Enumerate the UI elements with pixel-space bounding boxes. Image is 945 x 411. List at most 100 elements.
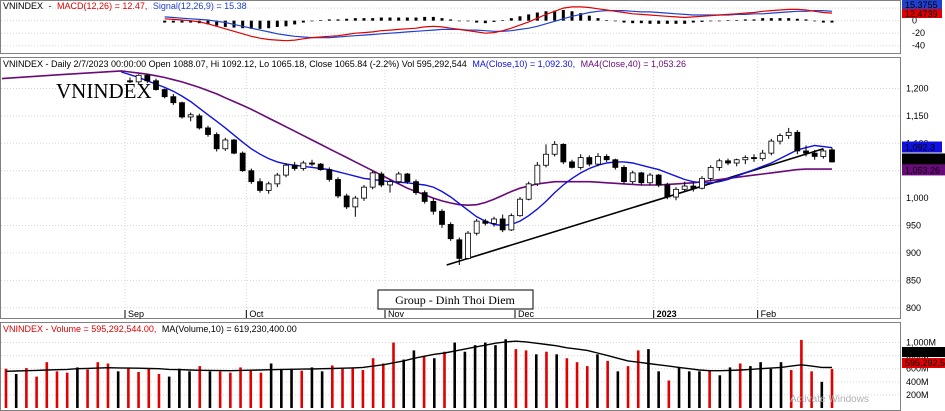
- volume-bar: [432, 358, 436, 408]
- candle-body: [144, 74, 151, 82]
- price-x-tick-label: Nov: [388, 309, 405, 319]
- volume-bar: [565, 358, 569, 408]
- macd-histogram-bar: [310, 20, 314, 22]
- volume-bar: [759, 362, 762, 408]
- macd-y-tick-label: -40: [912, 41, 925, 51]
- price-y-tick-label: 1,150: [906, 111, 929, 121]
- macd-histogram-bar: [362, 18, 366, 21]
- candle-body: [274, 174, 281, 185]
- macd-histogram-bar: [180, 20, 184, 23]
- volume-bar: [25, 368, 28, 408]
- volume-bar: [636, 350, 640, 408]
- price-y-tick-label: 1,000: [906, 193, 929, 203]
- macd-histogram-bar: [544, 11, 548, 21]
- volume-ma-badge: 619,230,4: [902, 347, 945, 357]
- macd-histogram-bar: [622, 20, 626, 23]
- volume-bar: [616, 371, 620, 408]
- volume-bar: [127, 367, 130, 408]
- candle-body: [499, 218, 506, 231]
- candle-body: [803, 150, 809, 154]
- volume-bar: [698, 371, 701, 408]
- volume-bar: [116, 371, 120, 408]
- macd-histogram-bar: [475, 20, 479, 23]
- volume-bar: [4, 368, 8, 408]
- volume-bar: [524, 350, 528, 408]
- macd-histogram-bar: [795, 18, 799, 21]
- volume-bar: [382, 363, 385, 408]
- close-badge: 1,065.84: [902, 153, 945, 165]
- macd-histogram-bar: [605, 20, 609, 21]
- candle-body: [361, 186, 367, 199]
- volume-bar: [178, 368, 181, 408]
- candle-body: [638, 172, 645, 184]
- volume-bar: [86, 369, 89, 408]
- candle-body: [161, 89, 168, 98]
- macd-histogram-bar: [700, 20, 704, 22]
- macd-histogram-bar: [657, 20, 661, 24]
- volume-bar: [157, 373, 161, 408]
- volume-header: VNINDEX - Volume = 595,292,544.00, MA(Vo…: [3, 324, 297, 334]
- price-x-tick-label: 2023: [657, 309, 677, 319]
- volume-bar: [35, 376, 38, 408]
- volume-bar: [45, 362, 49, 408]
- macd-histogram-bar: [631, 20, 635, 24]
- price-y-tick-label: 900: [906, 248, 921, 258]
- macd-y-tick-label: 0: [912, 16, 917, 26]
- candle-body: [187, 114, 194, 118]
- price-y-tick-label: 800: [906, 303, 921, 313]
- candlesticks: [127, 74, 835, 266]
- candle-body: [231, 139, 237, 154]
- macd-histogram-bar: [405, 17, 409, 21]
- price-header: VNINDEX - Daily 2/7/2023 00:00:00 Open 1…: [3, 59, 686, 69]
- candle-body: [699, 177, 705, 189]
- candle-body: [447, 224, 454, 240]
- macd-histogram-bar: [778, 18, 782, 21]
- volume-bar: [55, 371, 59, 408]
- macd-histogram-bar: [449, 19, 453, 21]
- macd-header-macd: MACD(12,26) = 12.47,: [57, 1, 147, 11]
- candle-body: [257, 181, 263, 191]
- candle-body: [421, 192, 428, 202]
- volume-bar: [596, 354, 599, 408]
- candle-body: [317, 163, 324, 170]
- volume-bar: [218, 371, 222, 408]
- volume-bar: [810, 371, 813, 408]
- volume-bar: [800, 339, 803, 408]
- candle-body: [179, 102, 185, 118]
- macd-histogram-bar: [258, 20, 262, 29]
- price-badges: 1,092.3 1,065.84 1,053.26: [902, 141, 945, 176]
- volume-bar: [708, 370, 711, 408]
- macd-header-signal: Signal(12,26,9) = 15.38: [153, 1, 247, 11]
- volume-bar: [443, 351, 446, 408]
- macd-histogram-bar: [665, 20, 669, 24]
- macd-histogram-bar: [431, 16, 435, 21]
- volume-bar: [738, 363, 742, 408]
- volume-bar: [371, 358, 375, 408]
- macd-histogram-bar: [301, 20, 305, 23]
- price-header-ma40: MA4(Close,40) = 1,053.26: [581, 59, 686, 69]
- macd-histogram-bar: [492, 20, 496, 22]
- candle-body: [759, 152, 766, 160]
- candle-body: [647, 174, 653, 184]
- macd-histogram-bar: [596, 18, 600, 21]
- macd-histogram-bar: [769, 18, 773, 21]
- candle-body: [820, 150, 827, 157]
- candle-body: [716, 160, 723, 168]
- candle-body: [690, 185, 697, 189]
- macd-histogram-bar: [345, 18, 349, 21]
- candle-body: [465, 232, 471, 259]
- macd-histogram-bar: [830, 20, 834, 23]
- volume-bar: [14, 373, 18, 408]
- macd-histogram-bar: [483, 20, 487, 24]
- volume-bars: [4, 339, 834, 408]
- price-x-tick-label: Oct: [249, 309, 264, 319]
- volume-bar: [65, 372, 69, 408]
- volume-bar: [422, 355, 426, 408]
- candle-body: [326, 169, 333, 180]
- group-annotation: Group - Dinh Thoi Diem: [377, 289, 534, 310]
- volume-panel: 1,000M800M600M400M200M VNINDEX - Volume …: [0, 322, 945, 411]
- volume-bar: [239, 367, 242, 408]
- macd-histogram-bar: [709, 20, 713, 22]
- volume-bar: [534, 354, 538, 408]
- watermark: Activate Windows: [790, 394, 869, 405]
